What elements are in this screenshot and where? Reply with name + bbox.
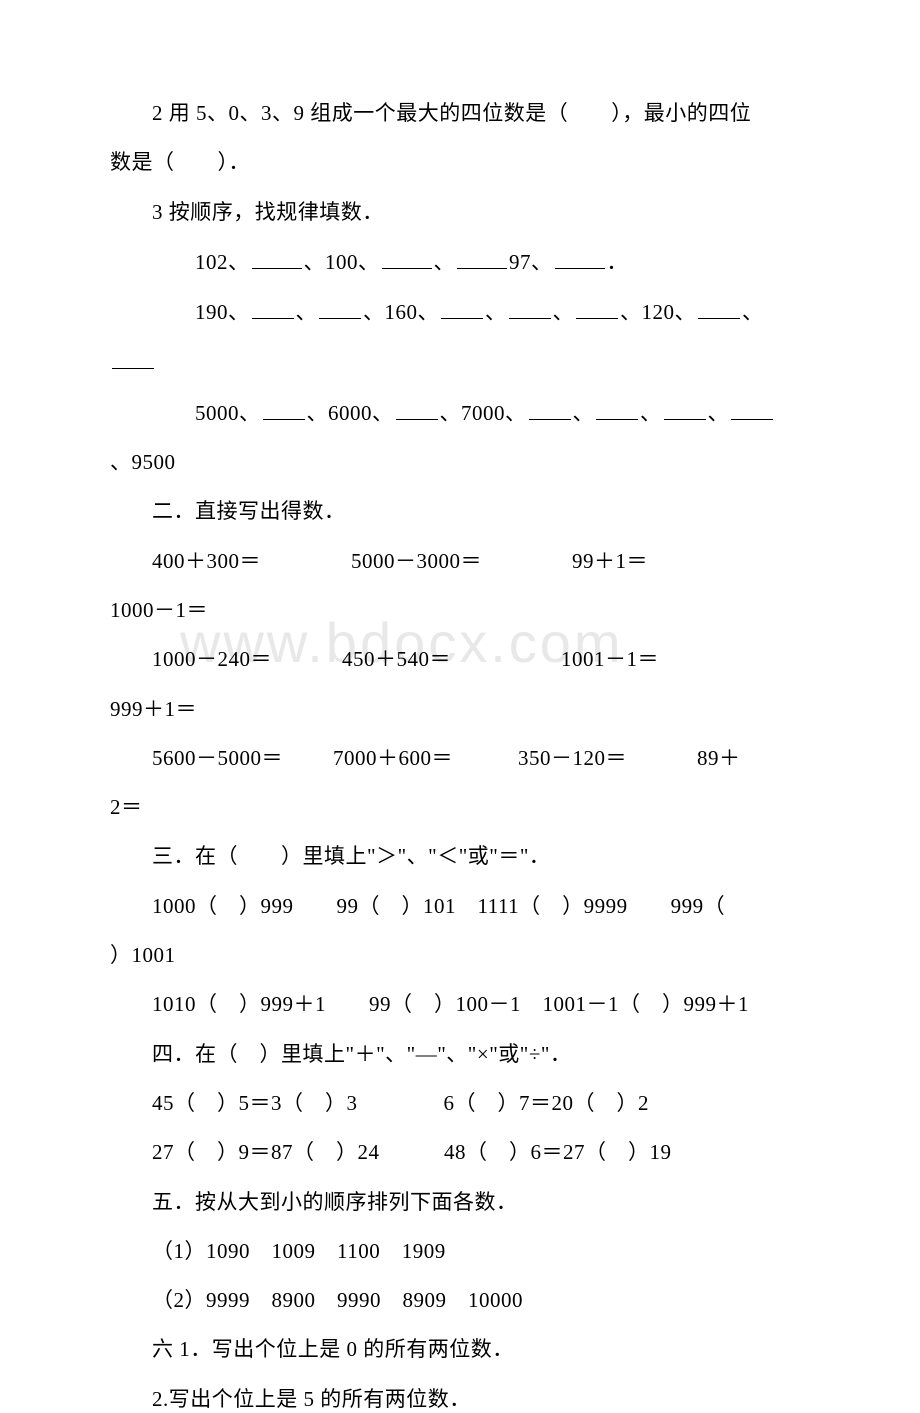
blank-fill bbox=[441, 298, 483, 319]
q3-title: 3 按顺序，找规律填数． bbox=[110, 199, 810, 226]
s2-title: 二．直接写出得数． bbox=[110, 498, 810, 525]
s5-title: 五．按从大到小的顺序排列下面各数． bbox=[110, 1189, 810, 1216]
q3-row2-text-b: 、160、 bbox=[363, 300, 439, 324]
s2-row3: 5600－5000＝ 7000＋600＝ 350－120＝ 89＋ bbox=[110, 745, 810, 772]
q3-row1-text-a: 102、 bbox=[152, 250, 250, 274]
q3-row2-text-a: 190、 bbox=[152, 300, 250, 324]
q3-row1-text-b: 、100、 bbox=[304, 250, 380, 274]
s4-row2: 27（ ）9＝87（ ）24 48（ ）6＝27（ ）19 bbox=[110, 1139, 810, 1166]
q3-row2: 190、 、 、160、 、 、 、120、 、 bbox=[110, 298, 810, 326]
blank-fill bbox=[319, 298, 361, 319]
q3-row1: 102、 、100、 、 97、 ． bbox=[110, 248, 810, 276]
s3-row1b: ）1001 bbox=[110, 942, 810, 969]
s3-row2: 1010（ ）999＋1 99（ ）100－1 1001－1（ ）999＋1 bbox=[110, 991, 810, 1018]
q3-row3-text-b: 、6000、 bbox=[307, 401, 394, 425]
blank-fill bbox=[698, 298, 740, 319]
q3-row2-sep3: 、 bbox=[553, 300, 575, 324]
q3-row3-cont: 、9500 bbox=[110, 449, 810, 476]
blank-fill bbox=[596, 399, 638, 420]
s2-row3-cont: 2＝ bbox=[110, 794, 810, 821]
s2-expr: 400＋300＝ bbox=[152, 549, 261, 573]
blank-fill bbox=[252, 298, 294, 319]
q3-row1-text-e: ． bbox=[607, 250, 629, 274]
s5-row2: （2）9999 8900 9990 8909 10000 bbox=[110, 1287, 810, 1314]
q3-row3-sep2: 、 bbox=[640, 401, 662, 425]
blank-fill bbox=[382, 248, 432, 269]
s2-expr: 1000－240＝ bbox=[152, 647, 272, 671]
blank-fill bbox=[252, 248, 302, 269]
s2-expr: 1001－1＝ bbox=[561, 647, 659, 671]
s4-title: 四．在（ ）里填上"＋"、"—"、"×"或"÷"． bbox=[110, 1041, 810, 1068]
q3-row2-sep4: 、 bbox=[742, 300, 764, 324]
blank-fill bbox=[664, 399, 706, 420]
s5-row1: （1）1090 1009 1100 1909 bbox=[110, 1238, 810, 1265]
blank-fill bbox=[529, 399, 571, 420]
blank-fill bbox=[457, 248, 507, 269]
s3-title: 三．在（ ）里填上"＞"、"＜"或"＝"． bbox=[110, 843, 810, 870]
s2-expr: 450＋540＝ bbox=[342, 647, 451, 671]
blank-fill bbox=[509, 298, 551, 319]
document-content: 2 用 5、0、3、9 组成一个最大的四位数是（ ），最小的四位 数是（ ）． … bbox=[110, 100, 810, 1413]
blank-fill bbox=[555, 248, 605, 269]
s6-q2: 2.写出个位上是 5 的所有两位数． bbox=[110, 1386, 810, 1413]
q3-row3-text-a: 5000、 bbox=[152, 401, 261, 425]
q3-row3-sep1: 、 bbox=[573, 401, 595, 425]
blank-fill bbox=[263, 399, 305, 420]
s2-row2: 1000－240＝ 450＋540＝ 1001－1＝ bbox=[110, 646, 810, 673]
s2-row1: 400＋300＝ 5000－3000＝ 99＋1＝ bbox=[110, 548, 810, 575]
s4-row1: 45（ ）5＝3（ ）3 6（ ）7＝20（ ）2 bbox=[110, 1090, 810, 1117]
q3-row2-sep2: 、 bbox=[485, 300, 507, 324]
blank-fill bbox=[112, 348, 154, 369]
s2-row1-cont: 1000－1＝ bbox=[110, 597, 810, 624]
q3-row1-text-c: 、 bbox=[434, 250, 456, 274]
s3-row1: 1000（ ）999 99（ ）101 1111（ ）9999 999（ bbox=[110, 893, 810, 920]
q3-row1-text-d: 97、 bbox=[509, 250, 553, 274]
q3-row3-text-c: 、7000、 bbox=[440, 401, 527, 425]
s2-expr: 5000－3000＝ bbox=[351, 549, 482, 573]
s2-expr: 350－120＝ bbox=[518, 746, 627, 770]
q3-row2-sep1: 、 bbox=[296, 300, 318, 324]
blank-fill bbox=[396, 399, 438, 420]
q3-row2-text-c: 、120、 bbox=[620, 300, 696, 324]
s2-expr: 7000＋600＝ bbox=[333, 746, 453, 770]
s2-expr: 99＋1＝ bbox=[572, 549, 648, 573]
q3-row3-sep3: 、 bbox=[708, 401, 730, 425]
q3-row2-cont bbox=[110, 348, 810, 376]
q2-line-b: 数是（ ）． bbox=[110, 149, 810, 176]
q2-line-a: 2 用 5、0、3、9 组成一个最大的四位数是（ ），最小的四位 bbox=[110, 100, 810, 127]
s2-expr: 5600－5000＝ bbox=[152, 746, 283, 770]
s2-expr: 89＋ bbox=[697, 746, 741, 770]
s6-q1: 六 1．写出个位上是 0 的所有两位数． bbox=[110, 1336, 810, 1363]
blank-fill bbox=[576, 298, 618, 319]
s2-row2-cont: 999＋1＝ bbox=[110, 696, 810, 723]
q3-row3: 5000、 、6000、 、7000、 、 、 、 bbox=[110, 399, 810, 427]
blank-fill bbox=[731, 399, 773, 420]
